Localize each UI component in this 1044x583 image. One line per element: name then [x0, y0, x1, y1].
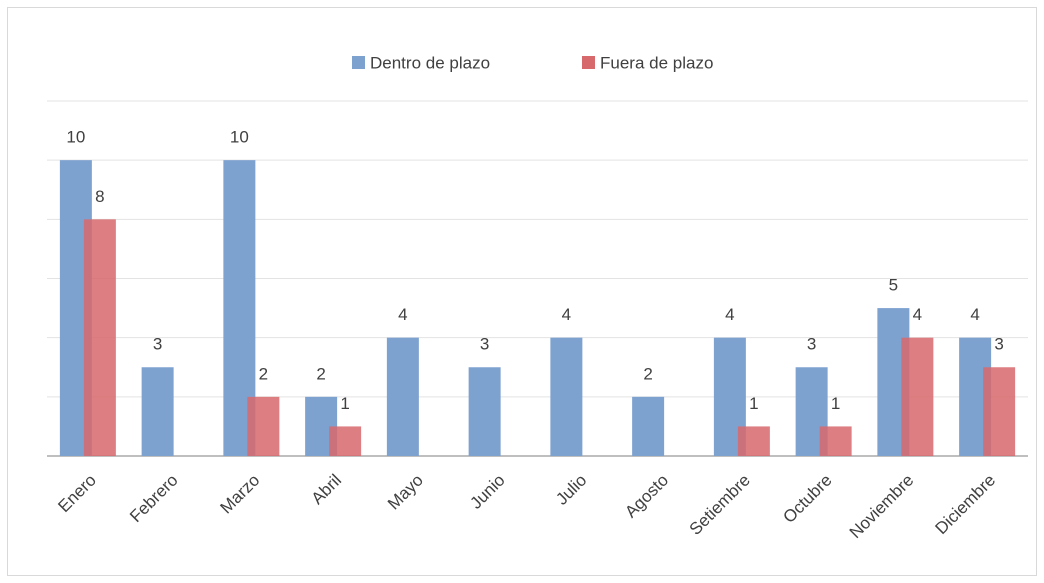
data-label: 5 [889, 276, 898, 295]
legend-swatch [582, 56, 595, 69]
data-label: 3 [153, 335, 162, 354]
bar [983, 367, 1016, 456]
bar [83, 219, 116, 456]
bar [737, 426, 770, 456]
bar [550, 337, 583, 456]
data-label: 3 [807, 335, 816, 354]
data-label: 4 [913, 305, 922, 324]
legend-swatch [352, 56, 365, 69]
bar [819, 426, 852, 456]
data-label: 4 [562, 305, 571, 324]
data-label: 2 [643, 364, 652, 383]
bar [141, 367, 174, 456]
bar [386, 337, 419, 456]
chart-frame [7, 7, 1037, 576]
legend-label: Fuera de plazo [600, 53, 713, 72]
data-label: 4 [970, 305, 979, 324]
data-label: 10 [230, 128, 249, 147]
bar [632, 396, 665, 456]
bar [468, 367, 501, 456]
data-label: 10 [66, 128, 85, 147]
data-label: 8 [95, 187, 104, 206]
data-label: 4 [398, 305, 407, 324]
data-label: 3 [994, 335, 1003, 354]
data-label: 1 [340, 394, 349, 413]
bar [901, 337, 934, 456]
data-label: 2 [259, 364, 268, 383]
data-label: 1 [749, 394, 758, 413]
data-label: 3 [480, 335, 489, 354]
data-label: 2 [316, 364, 325, 383]
data-label: 1 [831, 394, 840, 413]
legend-label: Dentro de plazo [370, 53, 490, 72]
bar [247, 396, 280, 456]
bar [329, 426, 362, 456]
data-label: 4 [725, 305, 734, 324]
